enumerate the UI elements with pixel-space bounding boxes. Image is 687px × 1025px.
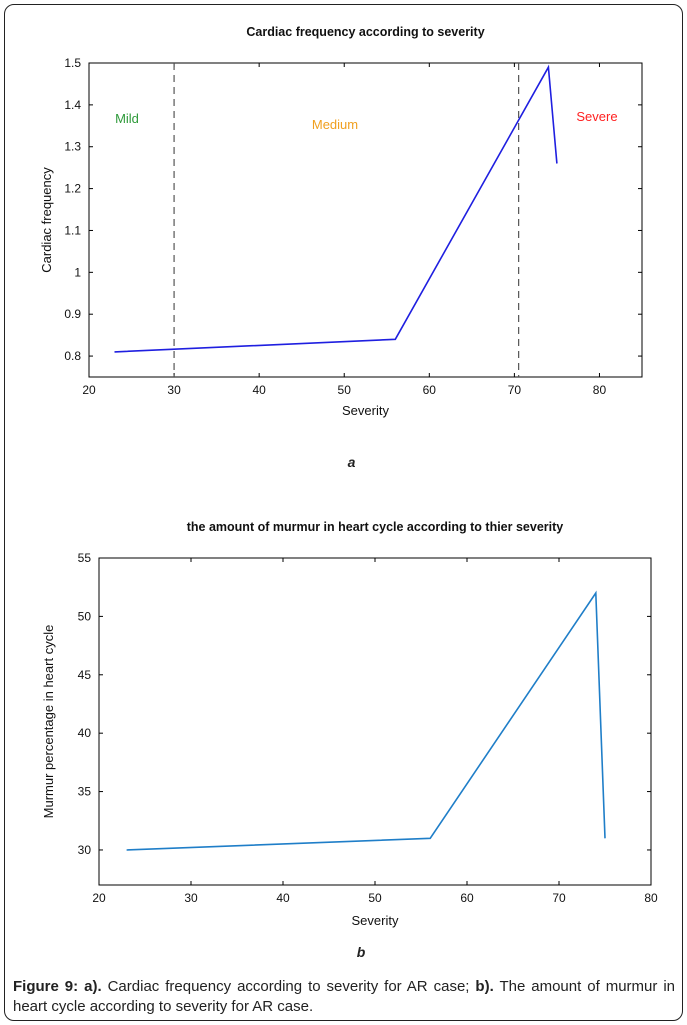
chart-0-series-line: [114, 64, 558, 353]
chart-0-ytick-label: 1.1: [64, 223, 81, 237]
chart-0-xtick-label: 80: [593, 383, 607, 397]
caption-a-label: a).: [84, 978, 102, 995]
chart-0-ytick-label: 1.3: [64, 140, 81, 154]
chart-0-xlabel: Severity: [342, 403, 389, 418]
caption-b-label: b).: [475, 978, 494, 995]
chart-1-ylabel: Murmur percentage in heart cycle: [41, 625, 56, 819]
figure-frame: Cardiac frequency according to severity 2…: [4, 4, 683, 1021]
chart-0-plot-frame: [88, 62, 643, 378]
chart-0-ytick-label: 0.9: [64, 307, 81, 321]
chart-1-xtick-label: 60: [460, 891, 474, 905]
chart-0-panel-label: a: [348, 454, 356, 470]
chart-0-ytick-label: 1: [74, 265, 81, 279]
figure-svg: Cardiac frequency according to severity 2…: [39, 25, 658, 960]
chart-0-xtick-label: 50: [338, 383, 352, 397]
chart-1-title: the amount of murmur in heart cycle acco…: [187, 520, 564, 534]
chart-0-region-label: Mild: [115, 111, 139, 126]
chart-1-xtick-label: 80: [644, 891, 658, 905]
chart-0-ytick-label: 0.8: [64, 349, 81, 363]
figure-caption: Figure 9: a). Cardiac frequency accordin…: [13, 977, 675, 1017]
chart-0-ytick-label: 1.5: [64, 56, 81, 70]
caption-a-text: Cardiac frequency according to severity …: [107, 978, 470, 995]
chart-1-plot-frame: [98, 557, 652, 886]
chart-0-xtick-label: 60: [423, 383, 437, 397]
chart-0-region-label: Medium: [312, 117, 358, 132]
chart-0-region-label: Severe: [576, 109, 617, 124]
chart-1-ytick-label: 35: [78, 785, 92, 799]
chart-1-xtick-label: 40: [276, 891, 290, 905]
chart-1-ytick-label: 30: [78, 843, 92, 857]
chart-1-xtick-label: 70: [552, 891, 566, 905]
chart-1-xlabel: Severity: [352, 913, 399, 928]
chart-0-xtick-label: 20: [82, 383, 96, 397]
chart-1-xtick-label: 20: [92, 891, 106, 905]
chart-1-panel-label: b: [357, 944, 366, 960]
chart-1-ytick-label: 50: [78, 609, 92, 623]
chart-0-xtick-label: 40: [252, 383, 266, 397]
chart-1-xtick-label: 50: [368, 891, 382, 905]
chart-1-ytick-label: 40: [78, 726, 92, 740]
caption-b-text: The amount of murmur in heart cycle acco…: [13, 978, 675, 1015]
chart-0-ytick-label: 1.4: [64, 98, 81, 112]
caption-figure-label: Figure 9:: [13, 978, 79, 995]
chart-0-ylabel: Cardiac frequency: [39, 167, 54, 273]
chart-1-xtick-label: 30: [184, 891, 198, 905]
chart-0-xtick-label: 30: [167, 383, 181, 397]
chart-1-ytick-label: 45: [78, 668, 92, 682]
chart-1-ytick-label: 55: [78, 551, 92, 565]
chart-0-ytick-label: 1.2: [64, 182, 81, 196]
chart-0-xtick-label: 70: [508, 383, 522, 397]
chart-1-series-line: [126, 590, 606, 851]
chart-0-title: Cardiac frequency according to severity: [246, 25, 484, 39]
